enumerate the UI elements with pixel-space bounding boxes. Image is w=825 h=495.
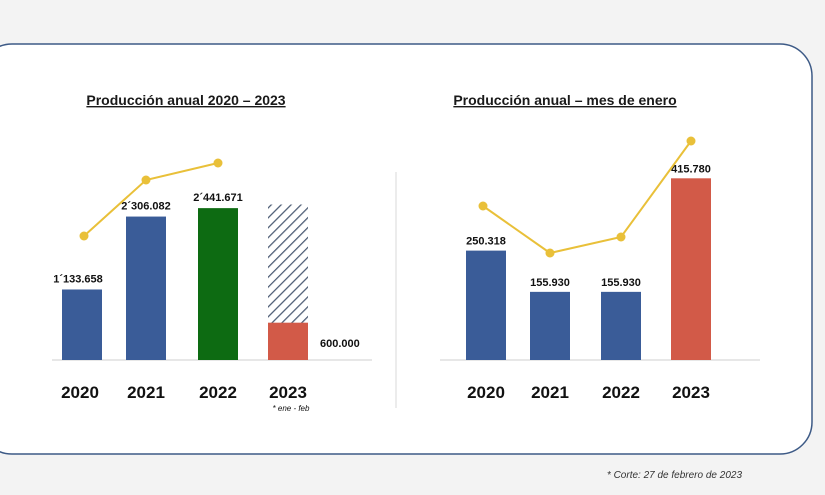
value-label-2023: 415.780 [671,163,711,175]
value-label-2020: 1´133.658 [53,273,103,285]
right-chart-title: Producción anual – mes de enero [453,92,676,108]
bar-2020 [62,289,102,360]
bar-2022 [601,291,641,360]
year-label-2021: 2021 [127,383,165,402]
value-label-2022: 2´441.671 [193,192,243,204]
year-label-2020: 2020 [467,383,505,402]
year-label-2023: 2023 [269,383,307,402]
bar-2023 [268,322,308,360]
value-label-2021: 155.930 [530,277,570,289]
trend-point-2021 [141,175,151,185]
year-label-2021: 2021 [531,383,569,402]
year-label-2023: 2023 [672,383,710,402]
year-label-2022: 2022 [199,383,237,402]
trend-point-2020 [79,231,89,241]
bar-2021 [126,216,166,360]
bar-2023 [671,178,711,360]
year-label-2020: 2020 [61,383,99,402]
trend-point-2020 [478,201,488,211]
left-category-note: * ene - feb [273,404,310,413]
left-chart: 1´133.658 2020 2´306.082 2021 2´441.671 2022 6… [53,158,360,402]
trend-point-2022 [616,232,626,242]
trend-line [482,140,692,255]
value-label-2021: 2´306.082 [121,201,171,213]
bar-2021 [530,291,570,360]
right-chart: 250.318 2020 155.930 2021 155.930 2022 415.780… [466,136,711,402]
value-label-2023: 600.000 [320,338,360,350]
trend-point-2022 [213,158,223,168]
trend-point-2021 [545,248,555,258]
value-label-2022: 155.930 [601,277,641,289]
value-label-2020: 250.318 [466,236,506,248]
year-label-2022: 2022 [602,383,640,402]
bar-2022 [198,208,238,360]
footnote: * Corte: 27 de febrero de 2023 [607,470,743,481]
left-chart-title: Producción anual 2020 – 2023 [86,92,285,108]
bar-2020 [466,250,506,360]
trend-point-2023 [686,136,696,146]
